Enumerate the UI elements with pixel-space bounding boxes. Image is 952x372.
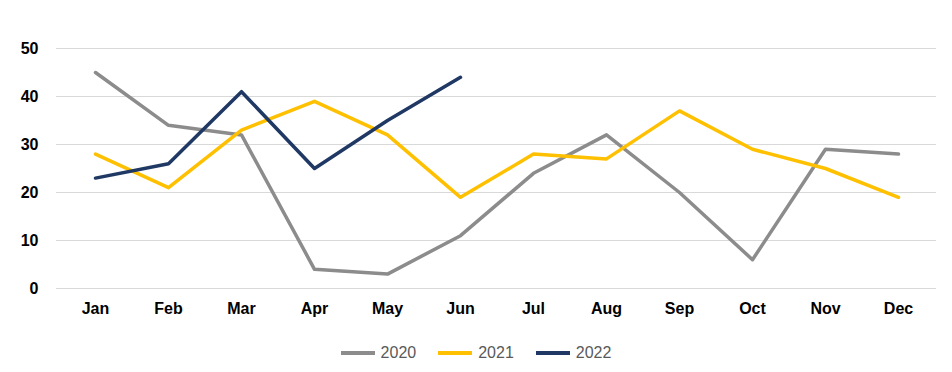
svg-text:Oct: Oct (739, 300, 766, 317)
svg-text:Aug: Aug (591, 300, 622, 317)
svg-text:20: 20 (21, 184, 39, 201)
svg-text:Dec: Dec (884, 300, 913, 317)
html-text:2022: 2022 (575, 344, 612, 361)
svg-text:50: 50 (21, 40, 39, 57)
svg-text:Mar: Mar (227, 300, 255, 317)
svg-text:Feb: Feb (154, 300, 183, 317)
svg-text:0: 0 (30, 280, 39, 297)
svg-text:Sep: Sep (665, 300, 695, 317)
html-text:2020: 2020 (380, 344, 417, 361)
svg-text:10: 10 (21, 232, 39, 249)
svg-text:Jun: Jun (446, 300, 474, 317)
svg-text:Nov: Nov (810, 300, 840, 317)
svg-text:Jan: Jan (82, 300, 110, 317)
html-text:2021: 2021 (478, 344, 514, 361)
svg-text:30: 30 (21, 136, 39, 153)
svg-text:May: May (372, 300, 403, 317)
svg-text:40: 40 (21, 88, 39, 105)
svg-text:Jul: Jul (522, 300, 545, 317)
svg-text:Apr: Apr (301, 300, 329, 317)
